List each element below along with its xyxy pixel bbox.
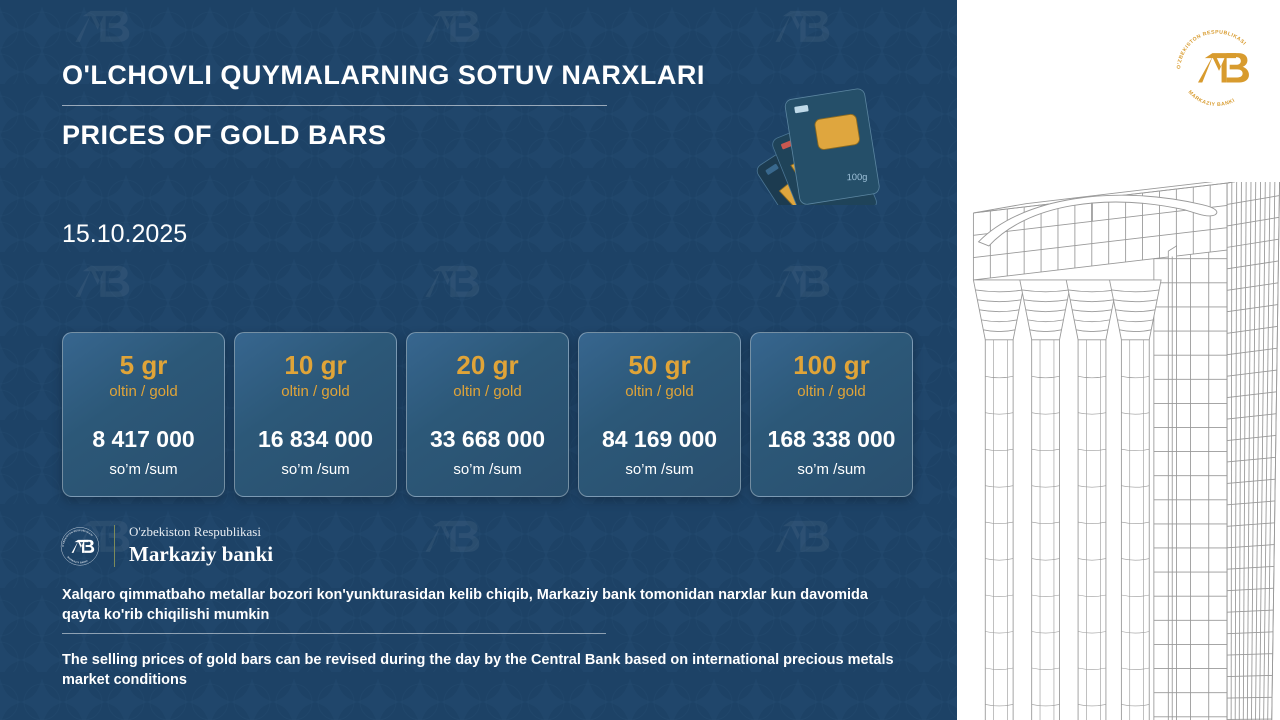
svg-text:O'ZBEKISTON RESPUBLIKASI: O'ZBEKISTON RESPUBLIKASI xyxy=(1176,29,1247,69)
svg-text:MARKAZIY BANKI: MARKAZIY BANKI xyxy=(1187,89,1237,108)
svg-text:100g: 100g xyxy=(847,172,868,182)
svg-text:MARKAZIY BANKI: MARKAZIY BANKI xyxy=(66,557,88,565)
